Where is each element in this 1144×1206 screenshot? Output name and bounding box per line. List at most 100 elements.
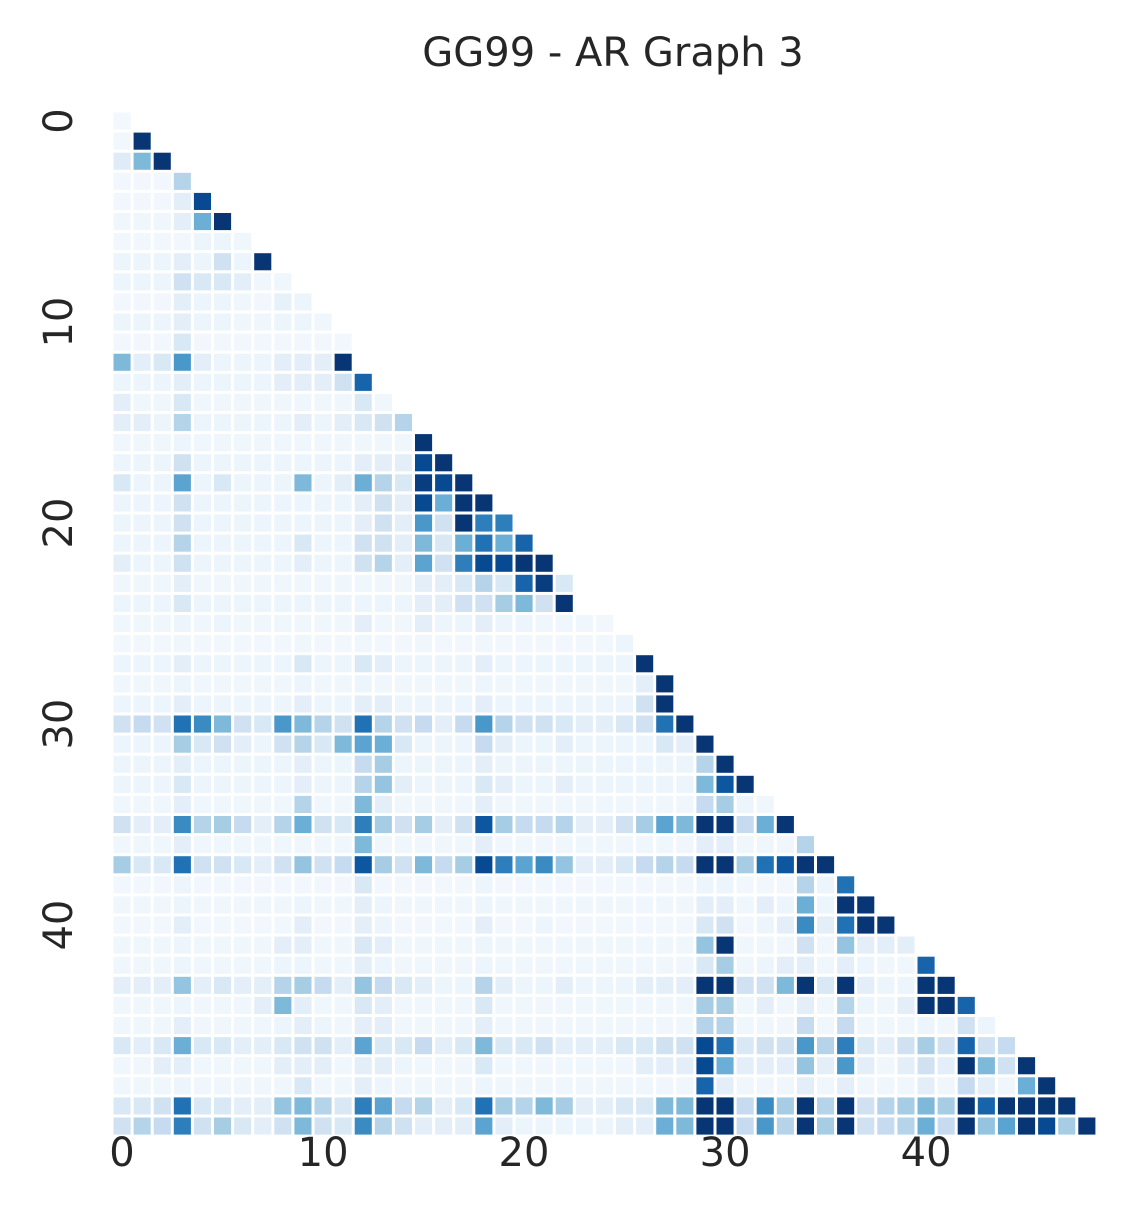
heatmap-cell-39-15	[415, 896, 433, 914]
heatmap-cell-48-42	[957, 1077, 975, 1095]
heatmap-cell-42-18	[475, 956, 493, 974]
heatmap-cell-32-28	[676, 755, 694, 773]
heatmap-cell-30-23	[575, 715, 593, 733]
heatmap-cell-38-11	[334, 876, 352, 894]
heatmap-cell-49-6	[234, 1097, 252, 1115]
heatmap-cell-12-11	[334, 353, 352, 371]
heatmap-cell-26-0	[113, 635, 131, 653]
heatmap-cell-44-24	[595, 996, 613, 1014]
heatmap-cell-21-10	[314, 534, 332, 552]
heatmap-cell-19-1	[133, 494, 151, 512]
heatmap-cell-46-12	[354, 1037, 372, 1055]
heatmap-cell-40-23	[575, 916, 593, 934]
heatmap-cell-33-9	[294, 775, 312, 793]
heatmap-cell-36-14	[394, 836, 412, 854]
heatmap-cell-28-27	[656, 675, 674, 693]
heatmap-cell-42-33	[776, 956, 794, 974]
heatmap-cell-25-21	[535, 615, 553, 633]
heatmap-cell-28-24	[595, 675, 613, 693]
heatmap-cell-29-6	[234, 695, 252, 713]
heatmap-cell-40-26	[636, 916, 654, 934]
heatmap-cell-35-0	[113, 816, 131, 834]
heatmap-cell-36-9	[294, 836, 312, 854]
heatmap-cell-27-4	[193, 655, 211, 673]
heatmap-cell-48-11	[334, 1077, 352, 1095]
heatmap-cell-37-2	[153, 856, 171, 874]
heatmap-cell-7-3	[173, 253, 191, 271]
heatmap-cell-41-26	[636, 936, 654, 954]
heatmap-cell-21-5	[214, 534, 232, 552]
heatmap-cell-44-28	[676, 996, 694, 1014]
heatmap-cell-41-19	[495, 936, 513, 954]
heatmap-cell-38-6	[234, 876, 252, 894]
heatmap-cell-32-5	[214, 755, 232, 773]
heatmap-cell-11-8	[274, 333, 292, 351]
heatmap-cell-36-26	[636, 836, 654, 854]
heatmap-cell-43-38	[877, 976, 895, 994]
heatmap-cell-31-18	[475, 735, 493, 753]
heatmap-cell-45-13	[374, 1017, 392, 1035]
heatmap-cell-49-15	[415, 1097, 433, 1115]
heatmap-cell-22-20	[515, 554, 533, 572]
heatmap-cell-29-1	[133, 695, 151, 713]
heatmap-cell-25-5	[214, 615, 232, 633]
heatmap-cell-45-36	[837, 1017, 855, 1035]
heatmap-cell-30-24	[595, 715, 613, 733]
heatmap-cell-49-37	[857, 1097, 875, 1115]
heatmap-cell-24-5	[214, 594, 232, 612]
heatmap-cell-45-2	[153, 1017, 171, 1035]
heatmap-cell-32-17	[455, 755, 473, 773]
heatmap-cell-32-0	[113, 755, 131, 773]
heatmap-cell-43-39	[897, 976, 915, 994]
heatmap-cell-43-16	[435, 976, 453, 994]
heatmap-cell-48-34	[796, 1077, 814, 1095]
heatmap-cell-31-13	[374, 735, 392, 753]
heatmap-cell-38-29	[696, 876, 714, 894]
heatmap-cell-47-22	[555, 1057, 573, 1075]
heatmap-cell-35-29	[696, 816, 714, 834]
heatmap-cell-40-32	[756, 916, 774, 934]
heatmap-cell-46-36	[837, 1037, 855, 1055]
heatmap-cell-33-23	[575, 775, 593, 793]
heatmap-cell-32-21	[535, 755, 553, 773]
heatmap-cell-32-24	[595, 755, 613, 773]
heatmap-cell-39-24	[595, 896, 613, 914]
heatmap-cell-30-0	[113, 715, 131, 733]
heatmap-cell-50-25	[616, 1117, 634, 1135]
heatmap-cell-20-11	[334, 514, 352, 532]
heatmap-cell-17-0	[113, 454, 131, 472]
heatmap-cell-42-21	[535, 956, 553, 974]
heatmap-cell-31-17	[455, 735, 473, 753]
heatmap-cell-50-36	[837, 1117, 855, 1135]
heatmap-cell-50-32	[756, 1117, 774, 1135]
heatmap-cell-25-20	[515, 615, 533, 633]
heatmap-cell-34-32	[756, 795, 774, 813]
heatmap-cell-41-3	[173, 936, 191, 954]
heatmap-cell-48-46	[1038, 1077, 1056, 1095]
heatmap-cell-23-15	[415, 574, 433, 592]
heatmap-cell-16-13	[374, 434, 392, 452]
heatmap-cell-36-17	[455, 836, 473, 854]
heatmap-cell-34-9	[294, 795, 312, 813]
heatmap-cell-10-10	[314, 313, 332, 331]
heatmap-cell-44-37	[857, 996, 875, 1014]
heatmap-cell-13-8	[274, 373, 292, 391]
heatmap-cell-24-21	[535, 594, 553, 612]
heatmap-cell-7-6	[234, 253, 252, 271]
heatmap-cell-30-27	[656, 715, 674, 733]
heatmap-cell-11-0	[113, 333, 131, 351]
heatmap-cell-36-5	[214, 836, 232, 854]
heatmap-cell-39-10	[314, 896, 332, 914]
heatmap-cell-40-17	[455, 916, 473, 934]
heatmap-cell-37-3	[173, 856, 191, 874]
heatmap-cell-49-23	[575, 1097, 593, 1115]
heatmap-cell-47-10	[314, 1057, 332, 1075]
heatmap-cell-41-5	[214, 936, 232, 954]
heatmap-cell-30-9	[294, 715, 312, 733]
heatmap-cell-47-34	[796, 1057, 814, 1075]
heatmap-cell-34-27	[656, 795, 674, 813]
heatmap-cell-35-14	[394, 816, 412, 834]
heatmap-cell-41-15	[415, 936, 433, 954]
heatmap-cell-49-43	[977, 1097, 995, 1115]
heatmap-cell-8-5	[214, 273, 232, 291]
